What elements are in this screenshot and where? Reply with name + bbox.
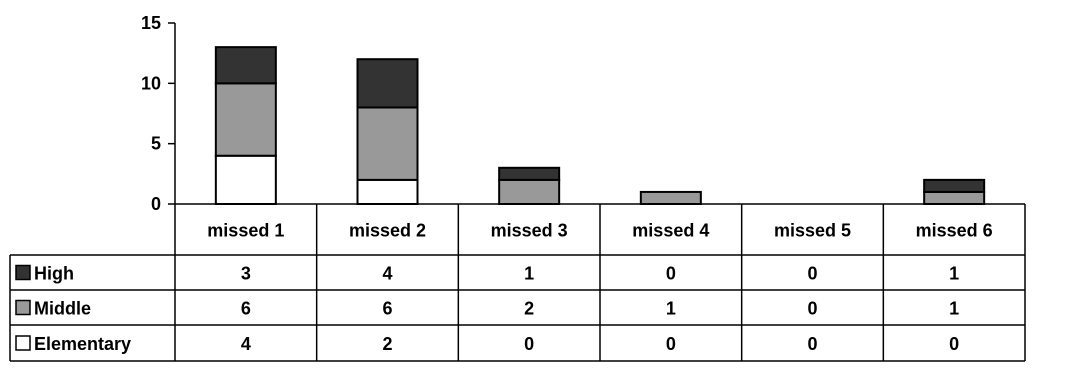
table-cell-high: 1 [524, 264, 534, 284]
table-cell-high: 0 [807, 264, 817, 284]
table-cell-high: 1 [949, 264, 959, 284]
legend-label-elementary: Elementary [34, 334, 131, 354]
bar-segment-elementary-1 [214, 154, 277, 206]
legend-key-elementary [15, 335, 31, 351]
legend-label-high: High [34, 264, 74, 284]
table-cell-middle: 0 [807, 299, 817, 319]
table-cell-middle: 6 [241, 299, 251, 319]
category-label: missed 4 [632, 221, 709, 241]
y-tick-label: 5 [151, 134, 161, 154]
bar-segment-middle-6 [923, 190, 986, 206]
bar-segment-middle-3 [498, 178, 561, 206]
bar-segment-high-6 [923, 178, 986, 193]
table-cell-middle: 2 [524, 299, 534, 319]
y-tick-label: 10 [141, 73, 161, 93]
table-cell-middle: 1 [666, 299, 676, 319]
table-cell-elementary: 0 [666, 334, 676, 354]
category-label: missed 6 [916, 221, 993, 241]
data-table: missed 1 missed 2 missed 3 missed 4 missed 5… [9, 203, 1026, 362]
bar-segment-middle-1 [214, 82, 277, 157]
table-cell-middle: 1 [949, 299, 959, 319]
category-label: missed 5 [774, 221, 851, 241]
bar-segment-middle-2 [356, 106, 419, 181]
legend-key-middle [15, 299, 31, 316]
legend-label-middle: Middle [34, 299, 91, 319]
legend-key-high [15, 264, 31, 281]
category-label: missed 3 [491, 221, 568, 241]
table-cell-elementary: 0 [949, 334, 959, 354]
bars [214, 46, 986, 206]
category-label: missed 1 [207, 221, 284, 241]
table-cell-high: 3 [241, 264, 251, 284]
bar-segment-elementary-2 [356, 178, 419, 206]
table-cell-middle: 6 [382, 299, 392, 319]
bar-segment-high-2 [356, 58, 419, 109]
category-label: missed 2 [349, 221, 426, 241]
y-tick-label: 15 [141, 13, 161, 33]
table-cell-elementary: 0 [524, 334, 534, 354]
table-cell-elementary: 4 [241, 334, 251, 354]
table-cell-high: 0 [666, 264, 676, 284]
bar-segment-high-3 [498, 166, 561, 181]
y-axis: 0 5 10 15 [141, 13, 176, 214]
bar-segment-middle-4 [639, 190, 702, 206]
table-cell-elementary: 2 [382, 334, 392, 354]
table-cell-high: 4 [382, 264, 392, 284]
bar-segment-high-1 [214, 46, 277, 85]
table-cell-elementary: 0 [807, 334, 817, 354]
y-tick-label: 0 [151, 194, 161, 214]
